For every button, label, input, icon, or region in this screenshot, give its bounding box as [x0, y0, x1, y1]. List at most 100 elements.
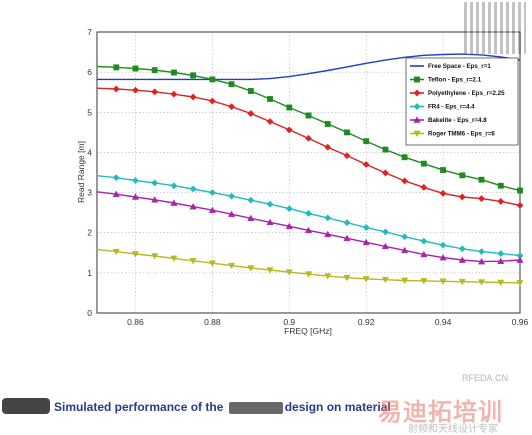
- data-point-marker: [343, 234, 351, 242]
- data-point-marker: [420, 160, 427, 167]
- data-point-marker: [414, 76, 420, 83]
- data-point-marker: [285, 126, 293, 134]
- data-point-marker: [208, 206, 216, 213]
- data-point-marker: [381, 276, 389, 284]
- data-point-marker: [440, 167, 447, 174]
- data-point-marker: [151, 67, 158, 74]
- data-point-marker: [497, 279, 505, 287]
- y-tick-label: 1: [87, 268, 92, 278]
- legend-label: Bakelite - Eps_r=4.8: [428, 117, 487, 124]
- data-point-marker: [189, 258, 197, 265]
- data-point-marker: [304, 226, 313, 234]
- data-point-marker: [381, 228, 389, 236]
- data-point-marker: [112, 174, 120, 182]
- y-tick-label: 0: [87, 308, 92, 318]
- data-point-marker: [170, 182, 178, 190]
- series-2: [96, 85, 524, 209]
- y-tick-label: 5: [87, 107, 92, 117]
- data-point-marker: [247, 196, 255, 204]
- data-point-marker: [189, 185, 197, 193]
- data-point-marker: [151, 196, 159, 203]
- data-point-marker: [420, 250, 428, 258]
- data-point-marker: [151, 179, 159, 187]
- data-point-marker: [497, 182, 504, 189]
- data-point-marker: [458, 193, 466, 201]
- y-tick-label: 3: [87, 188, 92, 198]
- data-point-marker: [382, 146, 389, 153]
- data-point-marker: [497, 197, 505, 205]
- legend-label: Teflon - Eps_r=2.1: [428, 77, 482, 84]
- caption-prefix: Simulated performance of the: [54, 400, 224, 414]
- data-point-marker: [285, 269, 293, 276]
- data-point-marker: [343, 274, 351, 282]
- data-point-marker: [478, 176, 485, 183]
- data-point-marker: [285, 222, 293, 230]
- data-point-marker: [208, 97, 216, 105]
- x-axis-title: FREQ [GHz]: [284, 326, 332, 336]
- plot-frame: [96, 31, 521, 314]
- qr-code-watermark: [464, 2, 526, 54]
- data-point-marker: [305, 134, 312, 142]
- data-point-marker: [458, 278, 466, 286]
- data-point-marker: [228, 210, 236, 218]
- data-point-marker: [247, 88, 254, 94]
- data-point-marker: [413, 103, 421, 110]
- data-point-marker: [266, 267, 274, 274]
- data-point-marker: [189, 203, 197, 210]
- data-point-marker: [170, 199, 178, 206]
- data-point-marker: [478, 248, 486, 256]
- series-layer: [96, 53, 524, 287]
- x-tick-label: 0.92: [358, 317, 375, 327]
- data-point-marker: [344, 129, 350, 136]
- data-point-marker: [112, 85, 120, 93]
- data-point-marker: [439, 253, 447, 261]
- series-line: [97, 53, 521, 81]
- data-point-marker: [112, 190, 120, 197]
- data-point-marker: [497, 257, 505, 264]
- data-point-marker: [305, 209, 312, 217]
- data-point-marker: [413, 130, 421, 138]
- data-point-marker: [459, 172, 466, 179]
- data-point-marker: [170, 255, 178, 263]
- data-point-marker: [266, 118, 274, 126]
- data-point-marker: [458, 245, 466, 253]
- data-point-marker: [208, 260, 216, 267]
- data-point-marker: [132, 65, 139, 72]
- data-point-marker: [439, 278, 447, 285]
- series-3: [96, 174, 524, 260]
- legend-box: [405, 57, 519, 146]
- data-point-marker: [131, 193, 139, 200]
- data-point-marker: [209, 76, 216, 83]
- data-point-marker: [401, 246, 409, 254]
- x-tick-label: 0.94: [435, 317, 452, 327]
- data-point-marker: [247, 214, 255, 222]
- x-tick-label: 0.9: [283, 317, 295, 327]
- legend-label: FR4 - Eps_r=4.4: [428, 104, 475, 111]
- data-point-marker: [151, 88, 159, 96]
- legend-label: Polyethylene - Eps_r=2.25: [428, 90, 505, 97]
- redaction-blot: [2, 398, 50, 414]
- data-point-marker: [439, 241, 447, 249]
- series-0: [97, 53, 521, 81]
- data-point-marker: [266, 200, 274, 208]
- data-point-marker: [228, 103, 236, 111]
- brand-watermark: 易迪拓培训: [378, 398, 503, 426]
- data-point-marker: [113, 64, 120, 71]
- data-point-marker: [401, 154, 408, 161]
- series-1: [96, 64, 523, 194]
- data-point-marker: [362, 238, 370, 246]
- data-point-marker: [362, 160, 370, 168]
- data-point-marker: [401, 177, 409, 185]
- data-point-marker: [324, 121, 331, 127]
- data-point-marker: [401, 233, 409, 241]
- y-tick-label: 2: [87, 228, 92, 238]
- data-point-marker: [324, 214, 332, 222]
- data-point-marker: [381, 169, 389, 177]
- data-point-marker: [516, 280, 524, 287]
- data-point-marker: [286, 104, 293, 111]
- y-tick-label: 6: [87, 67, 92, 77]
- x-tick-label: 0.88: [204, 317, 221, 327]
- data-point-marker: [362, 224, 370, 231]
- series-4: [96, 190, 524, 265]
- data-point-marker: [267, 96, 273, 102]
